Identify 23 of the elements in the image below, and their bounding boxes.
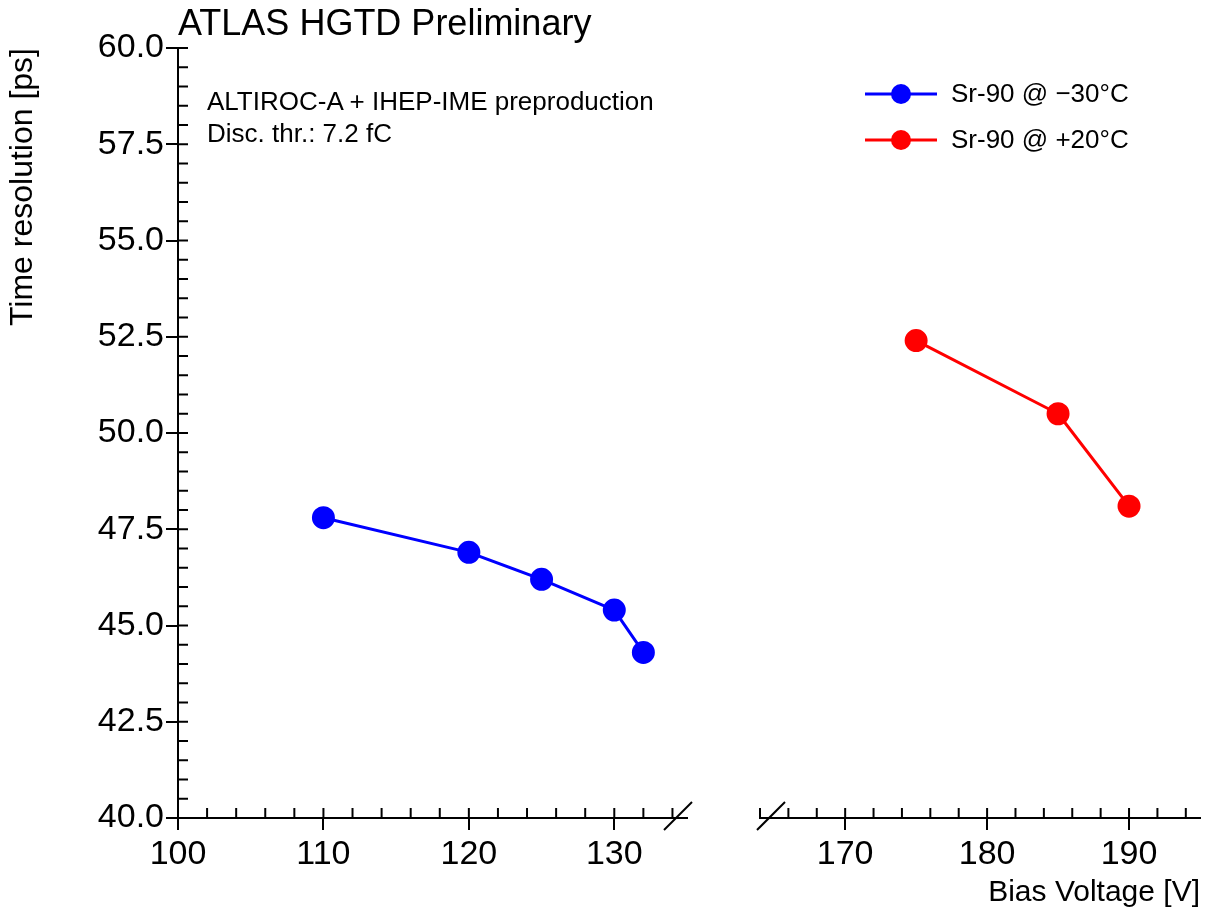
annotation: Disc. thr.: 7.2 fC — [207, 117, 393, 149]
annotation: ALTIROC-A + IHEP-IME preproduction — [207, 85, 654, 117]
x-tick-label: 120 — [440, 832, 498, 871]
x-tick-label: 110 — [296, 832, 351, 871]
x-tick-label: 190 — [1100, 832, 1158, 871]
chart-title: ATLAS HGTD Preliminary — [178, 2, 592, 44]
y-tick-label: 45.0 — [97, 603, 164, 642]
x-tick-label: 130 — [585, 832, 643, 871]
x-tick-label: 100 — [149, 832, 207, 871]
x-tick-label: 180 — [958, 832, 1016, 871]
legend-label: Sr-90 @ +20°C — [951, 124, 1129, 155]
x-axis-title: Bias Voltage [V] — [988, 874, 1200, 908]
y-tick-label: 57.5 — [97, 122, 164, 161]
y-tick-label: 50.0 — [97, 411, 164, 450]
y-tick-label: 47.5 — [97, 507, 164, 546]
y-tick-label: 52.5 — [97, 315, 164, 354]
y-tick-label: 40.0 — [97, 796, 164, 835]
y-axis-title: Time resolution [ps] — [3, 48, 40, 327]
y-tick-label: 60.0 — [97, 26, 164, 65]
legend-label: Sr-90 @ −30°C — [951, 78, 1129, 109]
y-tick-label: 55.0 — [97, 218, 164, 257]
x-tick-label: 170 — [816, 832, 874, 871]
y-tick-label: 42.5 — [97, 700, 164, 739]
